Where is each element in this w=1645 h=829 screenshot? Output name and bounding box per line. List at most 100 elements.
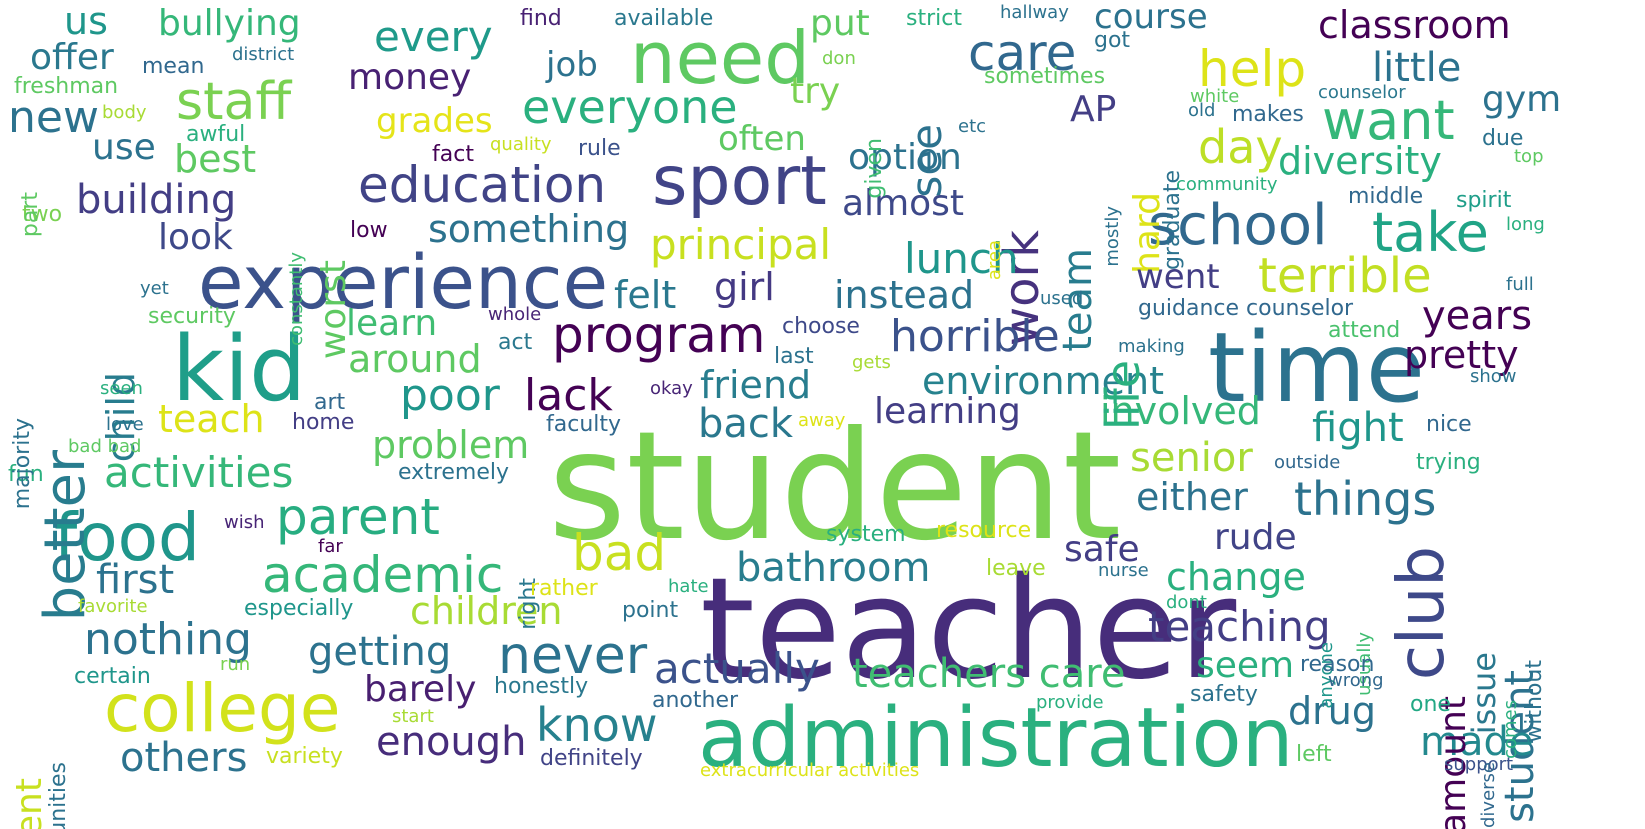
word-parent: parent — [276, 488, 440, 546]
word-bad-bad: bad bad — [68, 436, 142, 457]
word-body: body — [102, 102, 147, 123]
word-strict: strict — [906, 6, 962, 31]
word-mean: mean — [142, 54, 205, 79]
word-experience: experience — [198, 240, 609, 326]
word-look: look — [158, 217, 233, 258]
word-full: full — [1506, 274, 1534, 295]
word-grades: grades — [376, 101, 493, 141]
word-learn: learn — [346, 303, 438, 344]
word-want: want — [1322, 89, 1455, 152]
word-program: program — [552, 306, 766, 364]
word-mostly: mostly — [1102, 206, 1123, 267]
word-rule: rule — [578, 136, 621, 161]
word-fact: fact — [432, 142, 474, 167]
word-outside: outside — [1274, 452, 1341, 473]
word-poor: poor — [400, 370, 500, 421]
word-definitely: definitely — [540, 746, 643, 771]
word-senior: senior — [1130, 435, 1253, 481]
word-trying: trying — [1416, 450, 1481, 475]
word-safety: safety — [1190, 682, 1258, 707]
word-new: new — [8, 92, 99, 143]
word-almost: almost — [842, 183, 965, 224]
word-barely: barely — [364, 669, 477, 710]
word-find: find — [520, 6, 562, 31]
word-gets: gets — [852, 352, 891, 373]
word-enough: enough — [376, 719, 527, 765]
word-either: either — [1136, 475, 1248, 519]
word-guidance-counselor: guidance counselor — [1138, 296, 1354, 321]
word-never: never — [498, 626, 648, 686]
word-learning: learning — [874, 391, 1021, 432]
word-education: education — [358, 156, 607, 214]
word-involved: involved — [1100, 389, 1261, 433]
word-us: us — [64, 0, 108, 43]
word-act: act — [498, 330, 533, 355]
word-use: use — [92, 127, 156, 168]
word-building: building — [76, 177, 237, 223]
word-sport: sport — [652, 142, 827, 221]
word-faculty: faculty — [546, 412, 622, 437]
word-away: away — [798, 410, 846, 431]
word-without: without — [1522, 660, 1547, 743]
word-bathroom: bathroom — [736, 545, 931, 591]
word-community: community — [1176, 174, 1278, 195]
word-back: back — [698, 401, 794, 447]
word-love: love — [106, 414, 144, 435]
word-teaching: teaching — [1148, 602, 1331, 651]
word-offer: offer — [30, 37, 114, 78]
word-home: home — [292, 410, 355, 435]
word-kid: kid — [172, 317, 307, 422]
word-middle: middle — [1348, 184, 1424, 209]
word-choose: choose — [782, 314, 860, 339]
word-favorite: favorite — [78, 596, 148, 617]
word-diversity: diversity — [1278, 139, 1442, 183]
word-safe: safe — [1064, 529, 1140, 570]
word-fun: fun — [8, 462, 44, 487]
word-best: best — [174, 137, 257, 181]
word-club: club — [1385, 546, 1459, 681]
word-hallway: hallway — [1000, 2, 1069, 23]
word-felt: felt — [614, 273, 677, 317]
word-old: old — [1188, 100, 1216, 121]
word-gym: gym — [1482, 79, 1562, 120]
word-nothing: nothing — [84, 614, 252, 665]
word-run: run — [220, 654, 251, 675]
word-extremely: extremely — [398, 460, 509, 485]
word-long: long — [1506, 214, 1545, 235]
word-fight: fight — [1312, 405, 1404, 451]
word-academic: academic — [262, 546, 504, 604]
word-horrible: horrible — [890, 311, 1060, 362]
word-whole: whole — [488, 304, 542, 325]
word-change: change — [1166, 555, 1306, 599]
word-seem: seem — [1196, 645, 1295, 686]
word-activities: activities — [104, 448, 294, 497]
word-makes: makes — [1232, 102, 1304, 127]
word-need: need — [630, 16, 810, 100]
word-awful: awful — [186, 122, 246, 147]
word-diverse: diverse — [1478, 762, 1499, 829]
word-got: got — [1094, 28, 1131, 53]
word-variety: variety — [266, 744, 343, 769]
word-honestly: honestly — [494, 674, 589, 699]
word-care: care — [968, 24, 1077, 82]
word-college: college — [104, 670, 341, 747]
word-given: given — [862, 138, 887, 199]
word-nice: nice — [1426, 412, 1472, 437]
word-point: point — [622, 598, 679, 623]
word-problem: problem — [372, 423, 530, 467]
word-classroom: classroom — [1318, 3, 1511, 47]
word-job: job — [546, 45, 598, 85]
word-making: making — [1118, 336, 1185, 357]
word-start: start — [392, 706, 434, 727]
word-girl: girl — [714, 265, 775, 309]
word-bullying: bullying — [158, 3, 301, 44]
word-used: used — [1040, 288, 1084, 309]
word-time: time — [1208, 312, 1425, 424]
word-help: help — [1198, 40, 1307, 98]
word-things: things — [1294, 472, 1437, 526]
word-pretty: pretty — [1404, 333, 1519, 377]
word-spirit: spirit — [1456, 188, 1512, 213]
word-attend: attend — [1328, 318, 1401, 343]
word-top: top — [1514, 146, 1544, 167]
